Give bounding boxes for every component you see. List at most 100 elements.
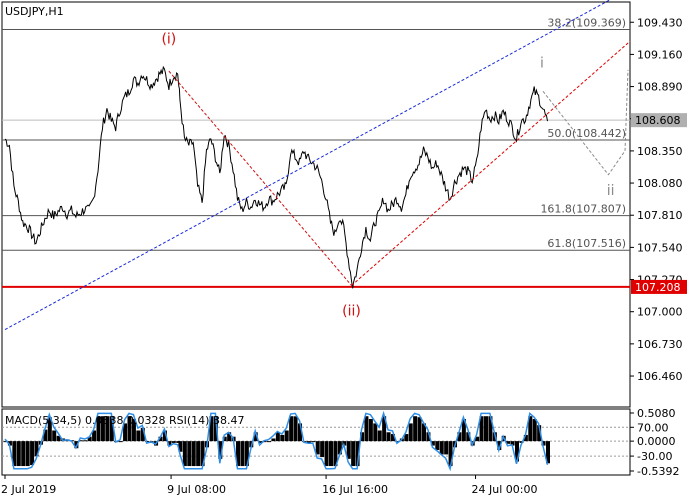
macd-bar <box>47 417 52 442</box>
macd-bar <box>200 441 205 467</box>
macd-bar <box>541 441 546 446</box>
y-tick-label: 107.810 <box>637 209 683 222</box>
indicator-tick-label: -30.00 <box>637 450 672 463</box>
lower-channel-line <box>351 40 631 286</box>
macd-bar <box>324 441 329 467</box>
macd-bar <box>519 441 524 443</box>
fib-level-label: 50.0(108.442) <box>547 127 626 140</box>
macd-bar <box>21 441 26 467</box>
indicator-tick-label: 0.0000 <box>637 435 676 448</box>
macd-bar <box>171 441 176 443</box>
fib-level-label: 38.2(109.369) <box>547 17 626 30</box>
macd-bar <box>136 430 141 442</box>
y-tick-label: 109.430 <box>637 16 683 29</box>
macd-bar <box>34 441 39 457</box>
macd-bar <box>413 416 418 442</box>
price-panel <box>1 1 631 408</box>
macd-bar <box>131 418 136 442</box>
macd-bar <box>417 417 422 442</box>
current-price-label: 108.608 <box>635 114 681 127</box>
macd-bar <box>510 441 515 446</box>
macd-bar <box>178 441 183 452</box>
macd-bar <box>236 441 240 467</box>
macd-bar <box>83 440 88 442</box>
macd-bar <box>448 441 453 467</box>
macd-bar <box>315 441 320 455</box>
macd-bar <box>368 418 373 442</box>
macd-bar <box>479 416 484 442</box>
macd-bar <box>52 430 57 442</box>
macd-bar <box>457 432 462 442</box>
macd-bar <box>244 441 249 466</box>
macd-bar <box>484 416 488 442</box>
macd-bar <box>218 441 223 459</box>
macd-bar <box>43 429 48 442</box>
indicator-tick-label: 0.5080 <box>637 407 676 420</box>
macd-bar <box>488 416 493 442</box>
x-tick-label: 24 Jul 00:00 <box>472 483 538 496</box>
wave-label: (ii) <box>342 303 361 319</box>
symbol-title: USDJPY,H1 <box>5 5 64 18</box>
macd-bar <box>422 423 426 442</box>
macd-bar <box>320 441 325 458</box>
macd-bar <box>123 423 128 442</box>
wave-label: ii <box>607 183 615 199</box>
macd-bar <box>87 436 92 442</box>
macd-bar <box>506 441 511 444</box>
macd-bar <box>105 416 110 442</box>
macd-bar <box>25 441 30 467</box>
macd-bar <box>546 441 550 464</box>
price-series-line <box>4 65 548 289</box>
projection-path <box>542 69 629 176</box>
indicator-title: MACD(5,34,5) 0.0338 0.0328 RSI(14) 38.47 <box>5 414 244 427</box>
macd-bar <box>145 441 150 443</box>
macd-bar <box>532 418 537 442</box>
macd-bar <box>158 436 163 442</box>
macd-bar <box>408 423 413 442</box>
macd-bar <box>222 436 227 442</box>
macd-bar <box>191 441 196 467</box>
current-price-box <box>631 113 687 128</box>
macd-bar <box>404 434 409 442</box>
indicator-tick-label: -0.5392 <box>637 465 679 478</box>
macd-bar <box>461 418 466 442</box>
macd-bar <box>329 441 333 467</box>
macd-bar <box>92 430 97 442</box>
macd-bar <box>311 441 316 443</box>
macd-bar <box>267 441 271 443</box>
macd-bar <box>333 441 338 467</box>
macd-bar <box>109 416 114 442</box>
macd-bar <box>395 441 400 443</box>
y-tick-label: 109.160 <box>637 48 683 61</box>
macd-bar <box>196 441 201 467</box>
macd-bar <box>497 441 502 450</box>
macd-bar <box>100 416 105 442</box>
macd-bar <box>96 416 101 442</box>
macd-bar <box>355 441 360 467</box>
macd-bar <box>187 441 192 467</box>
macd-bar <box>435 441 440 450</box>
macd-bar <box>360 432 364 442</box>
macd-bar <box>337 441 342 455</box>
macd-bar <box>162 430 167 442</box>
fib-level-label: 161.8(107.807) <box>540 203 626 216</box>
macd-bar <box>346 441 351 459</box>
macd-bar <box>515 441 519 462</box>
macd-bar <box>209 416 214 442</box>
macd-bar <box>140 427 145 442</box>
macd-bar <box>466 432 471 442</box>
macd-bar <box>127 416 132 442</box>
macd-bar <box>377 430 382 442</box>
x-tick-label: 9 Jul 08:00 <box>167 483 226 496</box>
macd-bar <box>240 441 245 467</box>
macd-bar <box>262 441 267 443</box>
wave-label: (i) <box>161 32 176 48</box>
macd-bar <box>182 441 187 467</box>
x-tick-label: 16 Jul 16:00 <box>322 483 388 496</box>
indicator-tick-label: 70.00 <box>637 421 669 434</box>
macd-bar <box>167 441 172 446</box>
x-tick-label: 2 Jul 2019 <box>1 483 56 496</box>
macd-bar <box>118 441 123 443</box>
support-price-box <box>631 279 687 294</box>
